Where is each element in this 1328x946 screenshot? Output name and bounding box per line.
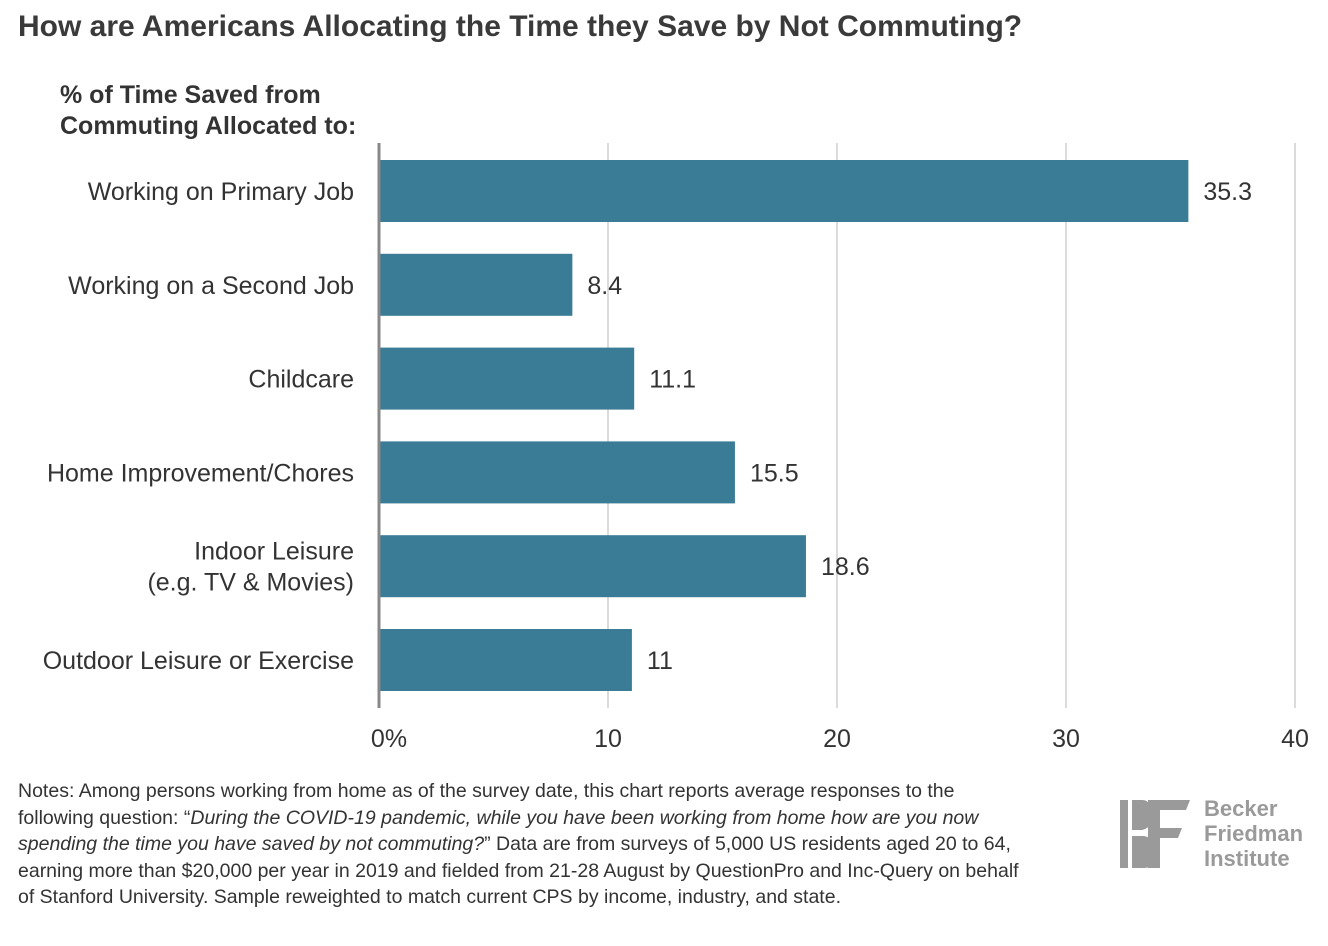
x-tick-label: 0% [371, 725, 407, 753]
bar [380, 347, 635, 410]
bars [380, 160, 1189, 691]
bar [380, 441, 735, 504]
x-tick-label: 30 [1052, 725, 1080, 753]
category-axis-heading: % of Time Saved from Commuting Allocated… [60, 80, 356, 142]
notes-tail: ” Data are from surveys of 5,000 US resi… [18, 833, 1019, 908]
category-label: Home Improvement/Chores [47, 459, 354, 487]
category-axis-heading-line: % of Time Saved from [60, 81, 321, 109]
labels: 0% 10 20 30 40 35.3 Working on Primary Job 8.4 W… [43, 178, 1309, 753]
category-label: Indoor Leisure [194, 538, 354, 566]
x-tick-label: 20 [823, 725, 851, 753]
bar [380, 535, 806, 598]
bar-value-label: 8.4 [587, 272, 622, 300]
bar [380, 253, 573, 316]
x-tick-label: 40 [1281, 725, 1309, 753]
chart-title: How are Americans Allocating the Time th… [18, 10, 1023, 43]
logo-text: Becker Friedman Institute [1204, 796, 1328, 871]
bar-value-label: 11.1 [649, 366, 696, 394]
gridlines [607, 143, 1296, 708]
x-tick-label: 10 [594, 725, 622, 753]
category-label: Outdoor Leisure or Exercise [43, 647, 354, 675]
bar-value-label: 35.3 [1203, 178, 1252, 206]
bar-value-label: 15.5 [750, 459, 799, 487]
category-label: (e.g. TV & Movies) [147, 569, 354, 597]
notes-lead: Notes: Among persons working from home a… [18, 780, 955, 829]
category-label: Childcare [248, 366, 354, 394]
logo-text-line: Becker [1204, 796, 1278, 821]
bar-chart: 0% 10 20 30 40 35.3 Working on Primary Job 8.4 W… [43, 143, 1309, 753]
category-label: Working on a Second Job [68, 272, 354, 300]
bar [380, 160, 1189, 222]
bar-value-label: 18.6 [821, 553, 870, 581]
logo-text-line: Friedman [1204, 821, 1304, 846]
bar-value-label: 11 [647, 647, 673, 675]
category-label: Working on Primary Job [88, 178, 354, 206]
chart-notes: Notes: Among persons working from home a… [18, 778, 1028, 911]
logo-text-line: Institute [1204, 846, 1290, 871]
notes-question: During the COVID-19 pandemic, while you … [18, 806, 979, 856]
bar [380, 629, 632, 691]
bf-logo-icon [1120, 800, 1190, 868]
category-axis-heading-line: Commuting Allocated to: [60, 112, 357, 140]
